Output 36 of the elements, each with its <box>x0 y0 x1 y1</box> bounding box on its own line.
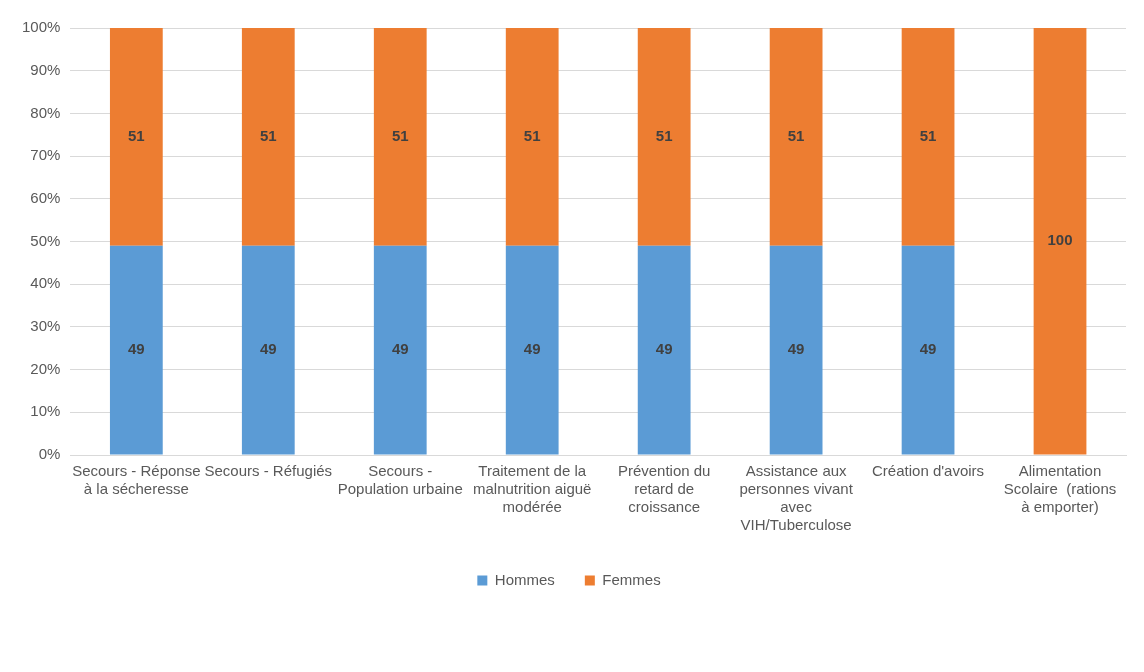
y-tick-label: 30% <box>30 317 61 335</box>
data-label: 49 <box>655 340 673 358</box>
y-tick-label: 10% <box>30 402 61 420</box>
data-label: 51 <box>523 127 541 145</box>
data-label: 51 <box>787 127 805 145</box>
x-tick-label: Secours - Réponse à la sécheresse <box>72 462 201 498</box>
x-tick-label: Traitement de la malnutrition aiguë modérée <box>473 462 592 516</box>
y-tick-label: 90% <box>30 60 61 78</box>
data-label: 51 <box>919 127 937 145</box>
data-label: 49 <box>128 340 145 358</box>
y-tick-label: 60% <box>30 188 61 206</box>
y-tick-label: 70% <box>30 146 61 164</box>
x-tick-label: Création d'avoirs <box>872 462 985 480</box>
y-tick-label: 100% <box>21 18 61 36</box>
legend-label: Femmes <box>602 570 661 588</box>
x-tick-label: Alimentation Scolaire (rations à emporter) <box>1003 462 1117 516</box>
x-tick-label: Assistance aux personnes vivant avec VIH/Tuberculose <box>739 462 854 534</box>
y-tick-label: 50% <box>30 231 61 249</box>
data-label: 49 <box>919 340 937 358</box>
x-tick-label: Prévention du retard de croissance <box>617 462 711 516</box>
data-label: 51 <box>655 127 673 145</box>
y-tick-label: 40% <box>30 274 61 292</box>
data-label: 49 <box>259 340 277 358</box>
data-label: 51 <box>128 127 145 145</box>
y-tick-label: 20% <box>30 359 61 377</box>
data-label: 49 <box>787 340 805 358</box>
data-label: 49 <box>523 340 541 358</box>
data-label: 100 <box>1047 231 1073 249</box>
data-label: 51 <box>259 127 277 145</box>
x-tick-label: Secours - Population urbaine <box>337 462 463 498</box>
x-tick-label: Secours - Réfugiés <box>204 462 333 480</box>
y-tick-label: 80% <box>30 103 61 121</box>
data-label: 49 <box>391 340 409 358</box>
y-tick-label: 0% <box>38 445 61 463</box>
legend-label: Hommes <box>494 570 555 588</box>
data-label: 51 <box>391 127 409 145</box>
